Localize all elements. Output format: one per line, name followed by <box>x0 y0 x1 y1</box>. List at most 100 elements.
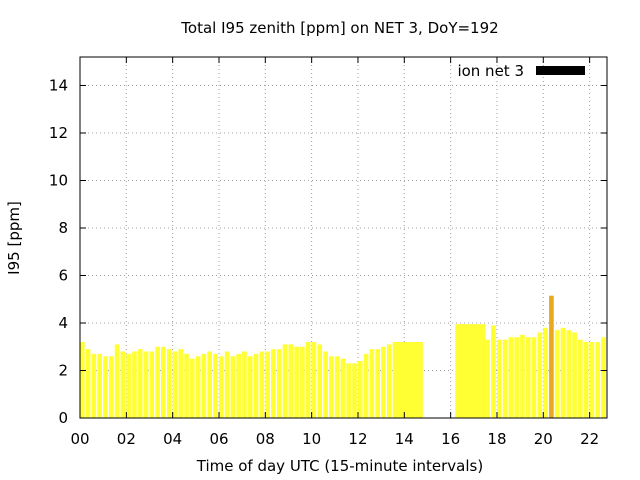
y-tick-label: 0 <box>58 409 68 427</box>
bar <box>132 351 137 418</box>
bar <box>566 330 572 418</box>
bar <box>375 349 380 418</box>
bar <box>514 337 519 418</box>
bar <box>525 337 531 418</box>
bar <box>120 351 126 418</box>
bar <box>259 351 265 418</box>
x-tick-label: 04 <box>163 430 182 448</box>
bar <box>589 342 595 418</box>
bar <box>352 363 357 418</box>
bar <box>126 353 131 418</box>
bar <box>282 344 288 418</box>
y-tick-label: 4 <box>58 314 68 332</box>
bar <box>178 349 184 418</box>
bar <box>294 346 299 418</box>
bar <box>578 339 583 418</box>
bar <box>334 356 340 418</box>
bar <box>137 349 143 418</box>
bar <box>531 337 537 418</box>
chart-title: Total I95 zenith [ppm] on NET 3, DoY=192 <box>180 19 498 37</box>
bar <box>502 339 508 418</box>
x-tick-label: 06 <box>209 430 228 448</box>
bar <box>572 332 577 418</box>
bar <box>190 358 195 418</box>
x-tick-label: 02 <box>117 430 136 448</box>
x-tick-label: 22 <box>580 430 599 448</box>
bar <box>496 339 502 418</box>
x-tick-label: 18 <box>487 430 506 448</box>
bar <box>554 330 560 418</box>
bar <box>276 349 282 418</box>
bar <box>549 295 554 418</box>
x-axis: 00 02 04 06 08 10 12 14 16 18 20 22 <box>70 57 599 448</box>
x-tick-label: 00 <box>70 430 89 448</box>
bar <box>91 353 97 418</box>
bar <box>317 344 323 418</box>
y-tick-label: 10 <box>49 172 68 190</box>
x-axis-label: Time of day UTC (15-minute intervals) <box>196 457 483 475</box>
bar <box>218 356 224 418</box>
bar <box>329 356 334 418</box>
x-tick-label: 12 <box>348 430 367 448</box>
bar <box>207 351 213 418</box>
bar <box>340 358 346 418</box>
bar <box>543 327 548 418</box>
x-tick-label: 14 <box>395 430 414 448</box>
legend-label: ion net 3 <box>457 62 524 80</box>
bar <box>485 339 491 418</box>
bar <box>114 344 120 418</box>
y-axis: 0 2 4 6 8 10 12 14 <box>49 77 607 427</box>
bar <box>265 351 270 418</box>
bar <box>155 346 160 418</box>
x-tick-label: 08 <box>256 430 275 448</box>
y-tick-label: 2 <box>58 362 68 380</box>
bar <box>103 356 108 418</box>
bar <box>85 349 91 418</box>
legend: ion net 3 <box>457 62 585 80</box>
bar <box>161 346 166 418</box>
bar <box>108 356 114 418</box>
y-axis-label: I95 [ppm] <box>5 201 23 275</box>
bar <box>357 361 363 418</box>
bar <box>166 349 172 418</box>
x-tick-label: 20 <box>534 430 553 448</box>
bar <box>455 324 486 418</box>
bar <box>369 349 375 418</box>
bar <box>97 353 103 418</box>
y-tick-label: 8 <box>58 219 68 237</box>
y-tick-label: 12 <box>49 124 68 142</box>
x-tick-label: 16 <box>441 430 460 448</box>
bar <box>491 325 496 418</box>
legend-swatch <box>536 66 585 75</box>
bar <box>300 346 305 418</box>
y-tick-label: 6 <box>58 267 68 285</box>
bar <box>271 349 276 418</box>
bar <box>311 342 317 418</box>
bar <box>149 351 155 418</box>
x-tick-label: 10 <box>302 430 321 448</box>
bar <box>288 344 294 418</box>
bar <box>595 342 601 418</box>
bar <box>363 353 369 418</box>
bar <box>305 342 311 418</box>
bar <box>392 342 423 418</box>
bar <box>80 342 85 418</box>
bar <box>508 337 514 418</box>
bar <box>184 353 189 418</box>
bar <box>346 363 352 418</box>
bar <box>242 351 247 418</box>
bar <box>143 351 149 418</box>
bar <box>201 353 207 418</box>
bar <box>224 351 230 418</box>
bar <box>323 351 328 418</box>
bar <box>230 356 236 418</box>
bar <box>253 353 259 418</box>
y-tick-label: 14 <box>49 77 68 95</box>
bar <box>560 327 566 418</box>
bar <box>537 332 543 418</box>
bar <box>381 346 386 418</box>
bars <box>80 295 606 418</box>
bar <box>601 337 606 418</box>
bar <box>195 356 201 418</box>
